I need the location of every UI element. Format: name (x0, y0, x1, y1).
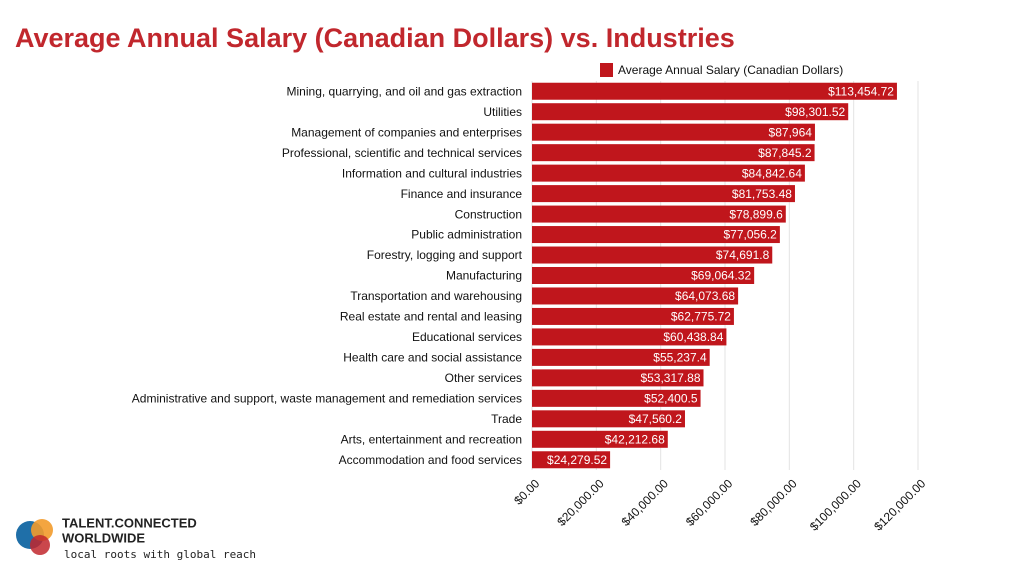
bar (532, 82, 897, 100)
y-tick-label: Educational services (412, 330, 522, 344)
value-label: $69,064.32 (691, 269, 751, 283)
y-tick-label: Mining, quarrying, and oil and gas extra… (287, 84, 522, 98)
y-tick-label: Transportation and warehousing (350, 289, 522, 303)
bar (532, 164, 805, 182)
bar (532, 389, 701, 407)
bar (532, 123, 815, 141)
logo: TALENT.CONNECTED WORLDWIDE local roots w… (16, 515, 256, 561)
value-label: $53,317.88 (640, 371, 700, 385)
value-label: $64,073.68 (675, 289, 735, 303)
value-label: $81,753.48 (732, 187, 792, 201)
y-tick-label: Other services (445, 371, 522, 385)
value-label: $87,845.2 (758, 146, 812, 160)
x-tick-label: $100,000.00 (807, 476, 864, 533)
value-label: $47,560.2 (629, 412, 683, 426)
y-tick-label: Trade (491, 412, 522, 426)
logo-circle (31, 519, 53, 541)
y-tick-label: Professional, scientific and technical s… (282, 146, 522, 160)
bar (532, 246, 773, 264)
value-label: $60,438.84 (663, 330, 723, 344)
bar (532, 307, 734, 325)
bar (532, 430, 668, 448)
value-label: $113,454.72 (828, 84, 894, 98)
bar (532, 144, 815, 162)
brand-tagline: local roots with global reach (64, 548, 256, 561)
bar (532, 451, 611, 469)
value-label: $42,212.68 (605, 432, 665, 446)
legend-label: Average Annual Salary (Canadian Dollars) (618, 63, 843, 77)
x-tick-label: $120,000.00 (871, 476, 928, 533)
y-tick-label: Accommodation and food services (339, 453, 522, 467)
x-tick-label: $20,000.00 (554, 476, 607, 529)
logo-circle (30, 535, 50, 555)
x-tick-label: $80,000.00 (747, 476, 800, 529)
bar (532, 205, 786, 223)
value-label: $52,400.5 (644, 392, 698, 406)
bar (532, 410, 685, 428)
y-tick-label: Forestry, logging and support (367, 248, 523, 262)
value-label: $74,691.8 (716, 248, 770, 262)
x-tick-label: $40,000.00 (619, 476, 672, 529)
value-label: $55,237.4 (653, 351, 707, 365)
bar (532, 369, 704, 387)
y-tick-label: Arts, entertainment and recreation (341, 432, 522, 446)
y-tick-label: Finance and insurance (401, 187, 523, 201)
y-tick-label: Public administration (411, 228, 522, 242)
bar (532, 328, 727, 346)
bar (532, 103, 849, 121)
brand-line: WORLDWIDE (62, 530, 145, 545)
x-tick-label: $60,000.00 (683, 476, 736, 529)
legend-swatch (600, 63, 613, 77)
value-label: $84,842.64 (742, 166, 802, 180)
y-tick-label: Information and cultural industries (342, 166, 522, 180)
value-label: $24,279.52 (547, 453, 607, 467)
y-tick-label: Manufacturing (446, 269, 522, 283)
y-tick-label: Utilities (483, 105, 522, 119)
bar (532, 267, 755, 284)
value-label: $87,964 (769, 125, 813, 139)
bar (532, 185, 795, 203)
x-tick-label: $0.00 (511, 476, 542, 507)
value-label: $62,775.72 (671, 310, 731, 324)
bar (532, 226, 780, 244)
y-tick-label: Administrative and support, waste manage… (132, 392, 522, 406)
y-tick-label: Management of companies and enterprises (291, 125, 522, 139)
bar (532, 348, 710, 366)
y-tick-label: Construction (455, 207, 522, 221)
bar (532, 287, 739, 305)
y-tick-label: Health care and social assistance (343, 351, 522, 365)
value-label: $78,899.6 (729, 207, 783, 221)
brand-line: TALENT.CONNECTED (62, 515, 197, 530)
chart-title: Average Annual Salary (Canadian Dollars)… (15, 23, 735, 53)
y-tick-label: Real estate and rental and leasing (340, 310, 522, 324)
value-label: $98,301.52 (785, 105, 845, 119)
value-label: $77,056.2 (723, 228, 777, 242)
